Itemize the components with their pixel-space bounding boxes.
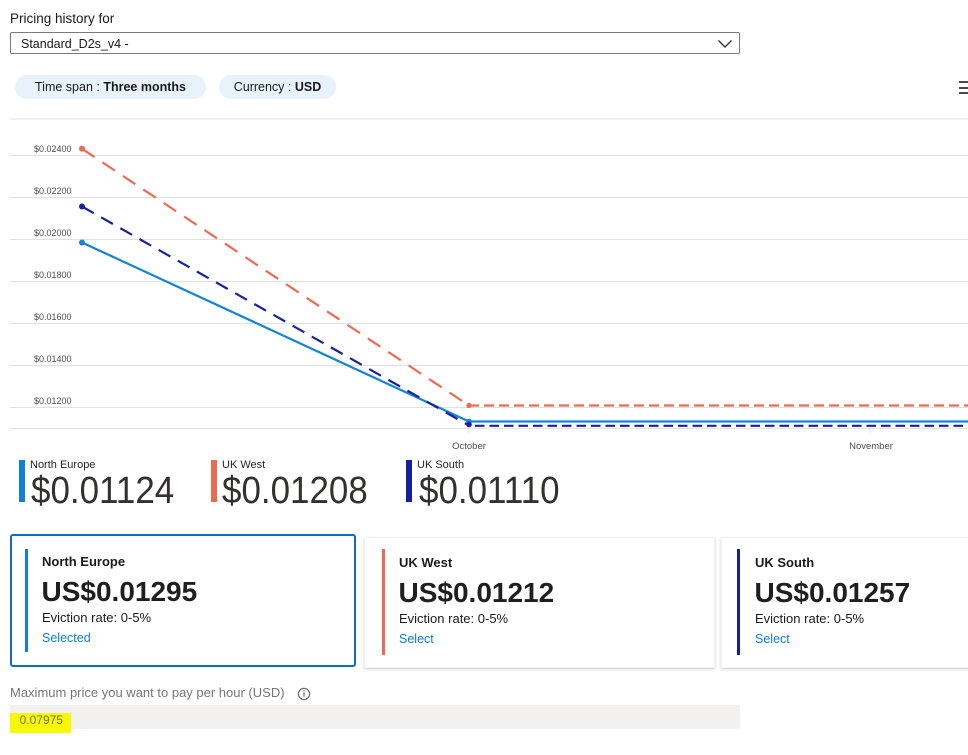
svg-text:$0.02000: $0.02000	[34, 228, 72, 238]
svg-text:November: November	[849, 441, 893, 452]
svg-text:October: October	[452, 441, 486, 452]
svg-text:$0.02200: $0.02200	[34, 186, 72, 196]
svg-text:$0.01400: $0.01400	[34, 354, 72, 364]
svg-text:$0.01200: $0.01200	[34, 396, 72, 406]
svg-text:$0.01800: $0.01800	[34, 270, 72, 280]
svg-text:$0.01600: $0.01600	[34, 312, 72, 322]
svg-text:$0.02400: $0.02400	[34, 144, 72, 154]
